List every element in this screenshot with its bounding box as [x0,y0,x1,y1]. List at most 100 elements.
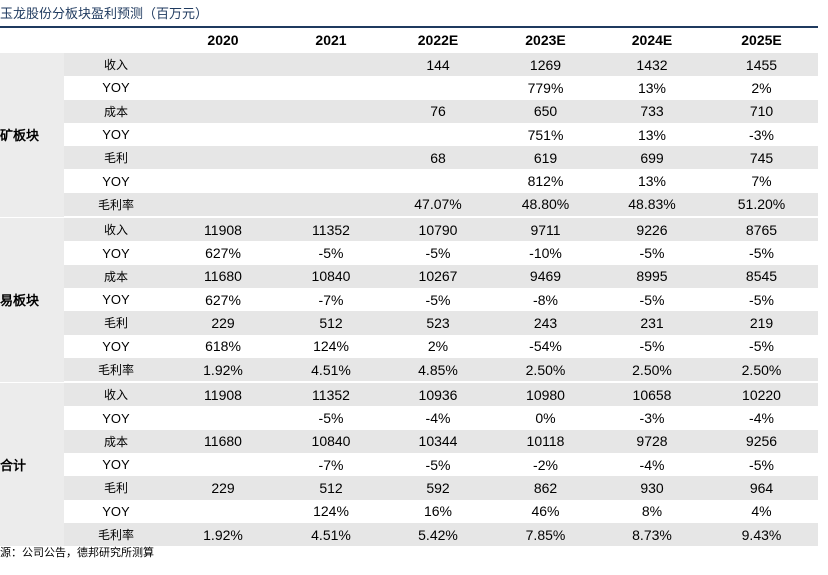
value-cell: 11352 [278,381,384,407]
value-cell: 229 [168,476,278,500]
value-cell [278,146,384,170]
value-cell: 229 [168,311,278,335]
value-cell [168,50,278,77]
value-cell: -4% [639,456,665,473]
value-cell: 10936 [384,381,492,407]
value-cell: 10790 [384,216,492,242]
row-label: 毛利率 [64,357,168,383]
table-row: YOY -5% -4% 0% -3% -4% [0,406,818,429]
table-row: 成本 11680 10840 10344 10118 9728 9256 [0,429,818,454]
value-cell: 8545 [705,264,818,288]
value-cell [384,123,492,146]
value-cell: 68 [384,146,492,170]
value-cell: 10658 [599,381,705,407]
value-cell [278,50,384,77]
value-cell: 10840 [278,264,384,288]
row-label: 毛利 [64,146,168,170]
value-cell: 46% [531,503,560,520]
column-header: 2020 [207,32,239,48]
value-cell: 13% [637,173,667,190]
value-cell: 7.85% [492,522,599,547]
value-cell: -5% [749,291,774,308]
value-cell: 9256 [705,429,818,454]
value-cell [278,76,384,99]
table-row: 毛利率 1.92% 4.51% 5.42% 7.85% 8.73% 9.43% [0,522,818,547]
row-label: 收入 [64,381,168,407]
value-cell: 48.83% [599,192,705,218]
column-header: 2025E [741,32,782,48]
value-cell: 8995 [599,264,705,288]
value-cell: 11352 [278,216,384,242]
value-cell: 1269 [492,50,599,77]
value-cell: 11680 [168,264,278,288]
value-cell [168,123,278,146]
value-cell: 4.51% [278,522,384,547]
value-cell: 16% [423,503,453,520]
segment-label: 合计 [0,381,64,547]
value-cell: 862 [492,476,599,500]
value-cell: 8% [641,503,663,520]
value-cell: -8% [533,291,558,308]
header-row: 2020 2021 2022E 2023E 2024E 2025E [0,29,818,52]
table-body: 矿板块 收入 144 1269 1432 1455 YOY 779% 13% 2% 成本 76 650 7… [0,50,818,547]
value-cell: 699 [599,146,705,170]
row-label: 收入 [64,50,168,77]
row-label: YOY [102,80,130,96]
row-label: YOY [102,127,130,143]
value-cell: 47.07% [384,192,492,218]
value-cell: 930 [599,476,705,500]
column-header: 2022E [417,32,459,48]
value-cell: -4% [749,410,774,427]
column-header: 2021 [315,32,347,48]
value-cell: 51.20% [705,192,818,218]
row-label: 毛利率 [64,522,168,547]
value-cell: 779% [527,79,564,96]
value-cell: 11908 [168,381,278,407]
table-row: YOY -7% -5% -2% -4% -5% [0,453,818,476]
table-title: 玉龙股份分板块盈利预测（百万元） [0,7,209,22]
forecast-table: 2020 2021 2022E 2023E 2024E 2025E 矿板块 收入 1… [0,29,818,547]
value-cell: 4.85% [384,357,492,383]
value-cell [384,169,492,192]
table-row: 成本 76 650 733 710 [0,99,818,123]
value-cell: 9469 [492,264,599,288]
value-cell: 7% [751,173,772,190]
value-cell: 812% [527,173,564,190]
value-cell: 512 [278,311,384,335]
value-cell: 4% [751,503,772,520]
value-cell: -5% [318,245,344,262]
value-cell [278,169,384,192]
value-cell: 2.50% [492,357,599,383]
value-cell: 592 [384,476,492,500]
value-cell: 10220 [705,381,818,407]
value-cell: 10840 [278,429,384,454]
value-cell: -5% [639,291,665,308]
value-cell: 13% [637,126,667,143]
value-cell: 751% [527,126,564,143]
value-cell: -5% [749,338,774,355]
value-cell: -7% [318,456,344,473]
value-cell: 8.73% [599,522,705,547]
value-cell [168,99,278,123]
value-cell: -5% [749,456,774,473]
column-header: 2024E [631,32,673,48]
value-cell: 627% [205,245,241,262]
value-cell: 10267 [384,264,492,288]
value-cell [168,453,278,476]
value-cell: 8765 [705,216,818,242]
value-cell: -5% [318,410,344,427]
value-cell: 512 [278,476,384,500]
value-cell: -2% [533,456,558,473]
value-cell: 2% [427,338,449,355]
segment-label: 矿板块 [0,51,64,218]
value-cell: 650 [492,99,599,123]
value-cell: -7% [318,291,344,308]
value-cell: 243 [492,311,599,335]
value-cell: 11680 [168,429,278,454]
row-label: YOY [102,245,130,261]
value-cell: -5% [425,456,451,473]
row-label: 收入 [64,216,168,242]
row-label: YOY [102,457,130,473]
row-label: 成本 [64,99,168,123]
label-header-cell [64,29,168,52]
